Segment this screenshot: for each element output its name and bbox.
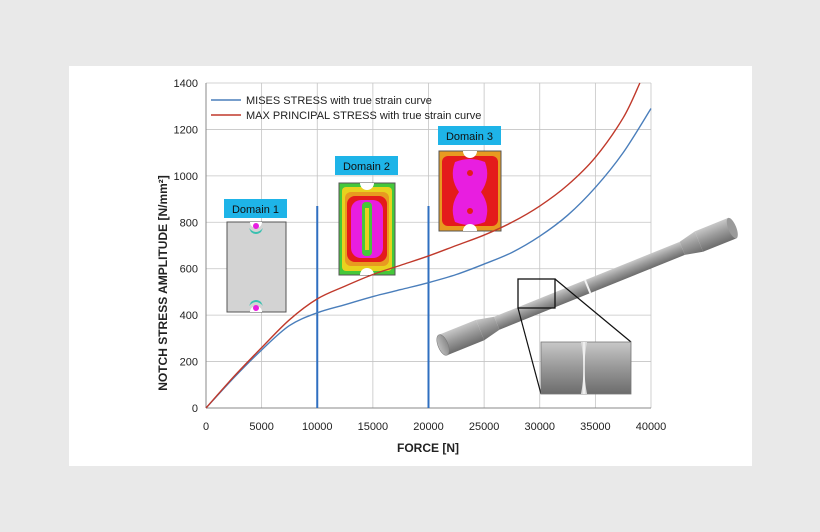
domain1-fea-inset xyxy=(226,221,287,313)
legend: MISES STRESS with true strain curve MAX … xyxy=(211,95,481,122)
domain2-fea-inset xyxy=(338,182,396,276)
x-tick-labels: 0 5000 10000 15000 20000 25000 30000 35000 40000 xyxy=(203,421,666,433)
domain3-label-box xyxy=(438,126,501,145)
domain2-label-box xyxy=(335,156,398,175)
chart-card: 0 5000 10000 15000 20000 25000 30000 35000 40000… xyxy=(69,66,752,466)
domain2-label-text: Domain 2 xyxy=(343,161,390,173)
y-tick-label: 1200 xyxy=(174,124,198,136)
x-tick-label: 20000 xyxy=(413,421,444,433)
y-tick-label: 1000 xyxy=(174,171,198,183)
x-axis-title: FORCE [N] xyxy=(397,441,459,455)
notch-zoom-inset xyxy=(540,341,632,395)
domain3-label-text: Domain 3 xyxy=(446,131,493,143)
y-tick-labels: 0 200 400 600 800 1000 1200 1400 xyxy=(174,78,198,415)
domain3-fea-inset xyxy=(438,150,502,232)
domain1-label-text: Domain 1 xyxy=(232,204,279,216)
y-tick-label: 400 xyxy=(180,310,198,322)
y-tick-label: 1400 xyxy=(174,78,198,90)
legend-label-max-principal: MAX PRINCIPAL STRESS with true strain cu… xyxy=(246,110,481,122)
domain-boundary-lines xyxy=(316,206,430,408)
x-tick-label: 5000 xyxy=(249,421,273,433)
x-tick-label: 30000 xyxy=(524,421,555,433)
series-line-0 xyxy=(205,108,652,409)
chart-svg: 0 5000 10000 15000 20000 25000 30000 35000 40000… xyxy=(156,78,738,455)
domain1-label: Domain 1 xyxy=(224,199,287,218)
y-tick-label: 600 xyxy=(180,264,198,276)
domain3-label: Domain 3 xyxy=(438,126,501,145)
x-tick-label: 10000 xyxy=(302,421,333,433)
x-tick-label: 15000 xyxy=(358,421,389,433)
domain2-label: Domain 2 xyxy=(335,156,398,175)
y-tick-label: 0 xyxy=(192,403,198,415)
x-tick-label: 25000 xyxy=(469,421,500,433)
legend-label-mises: MISES STRESS with true strain curve xyxy=(246,95,432,107)
y-tick-label: 200 xyxy=(180,357,198,369)
x-tick-label: 35000 xyxy=(580,421,611,433)
specimen-illustration xyxy=(436,217,738,395)
series-lines xyxy=(205,82,652,409)
domain1-label-box xyxy=(224,199,287,218)
series-line-1 xyxy=(205,82,641,409)
y-tick-label: 800 xyxy=(180,217,198,229)
x-tick-label: 0 xyxy=(203,421,209,433)
y-axis-title: NOTCH STRESS AMPLITUDE [N/mm²] xyxy=(156,175,170,391)
x-tick-label: 40000 xyxy=(636,421,667,433)
